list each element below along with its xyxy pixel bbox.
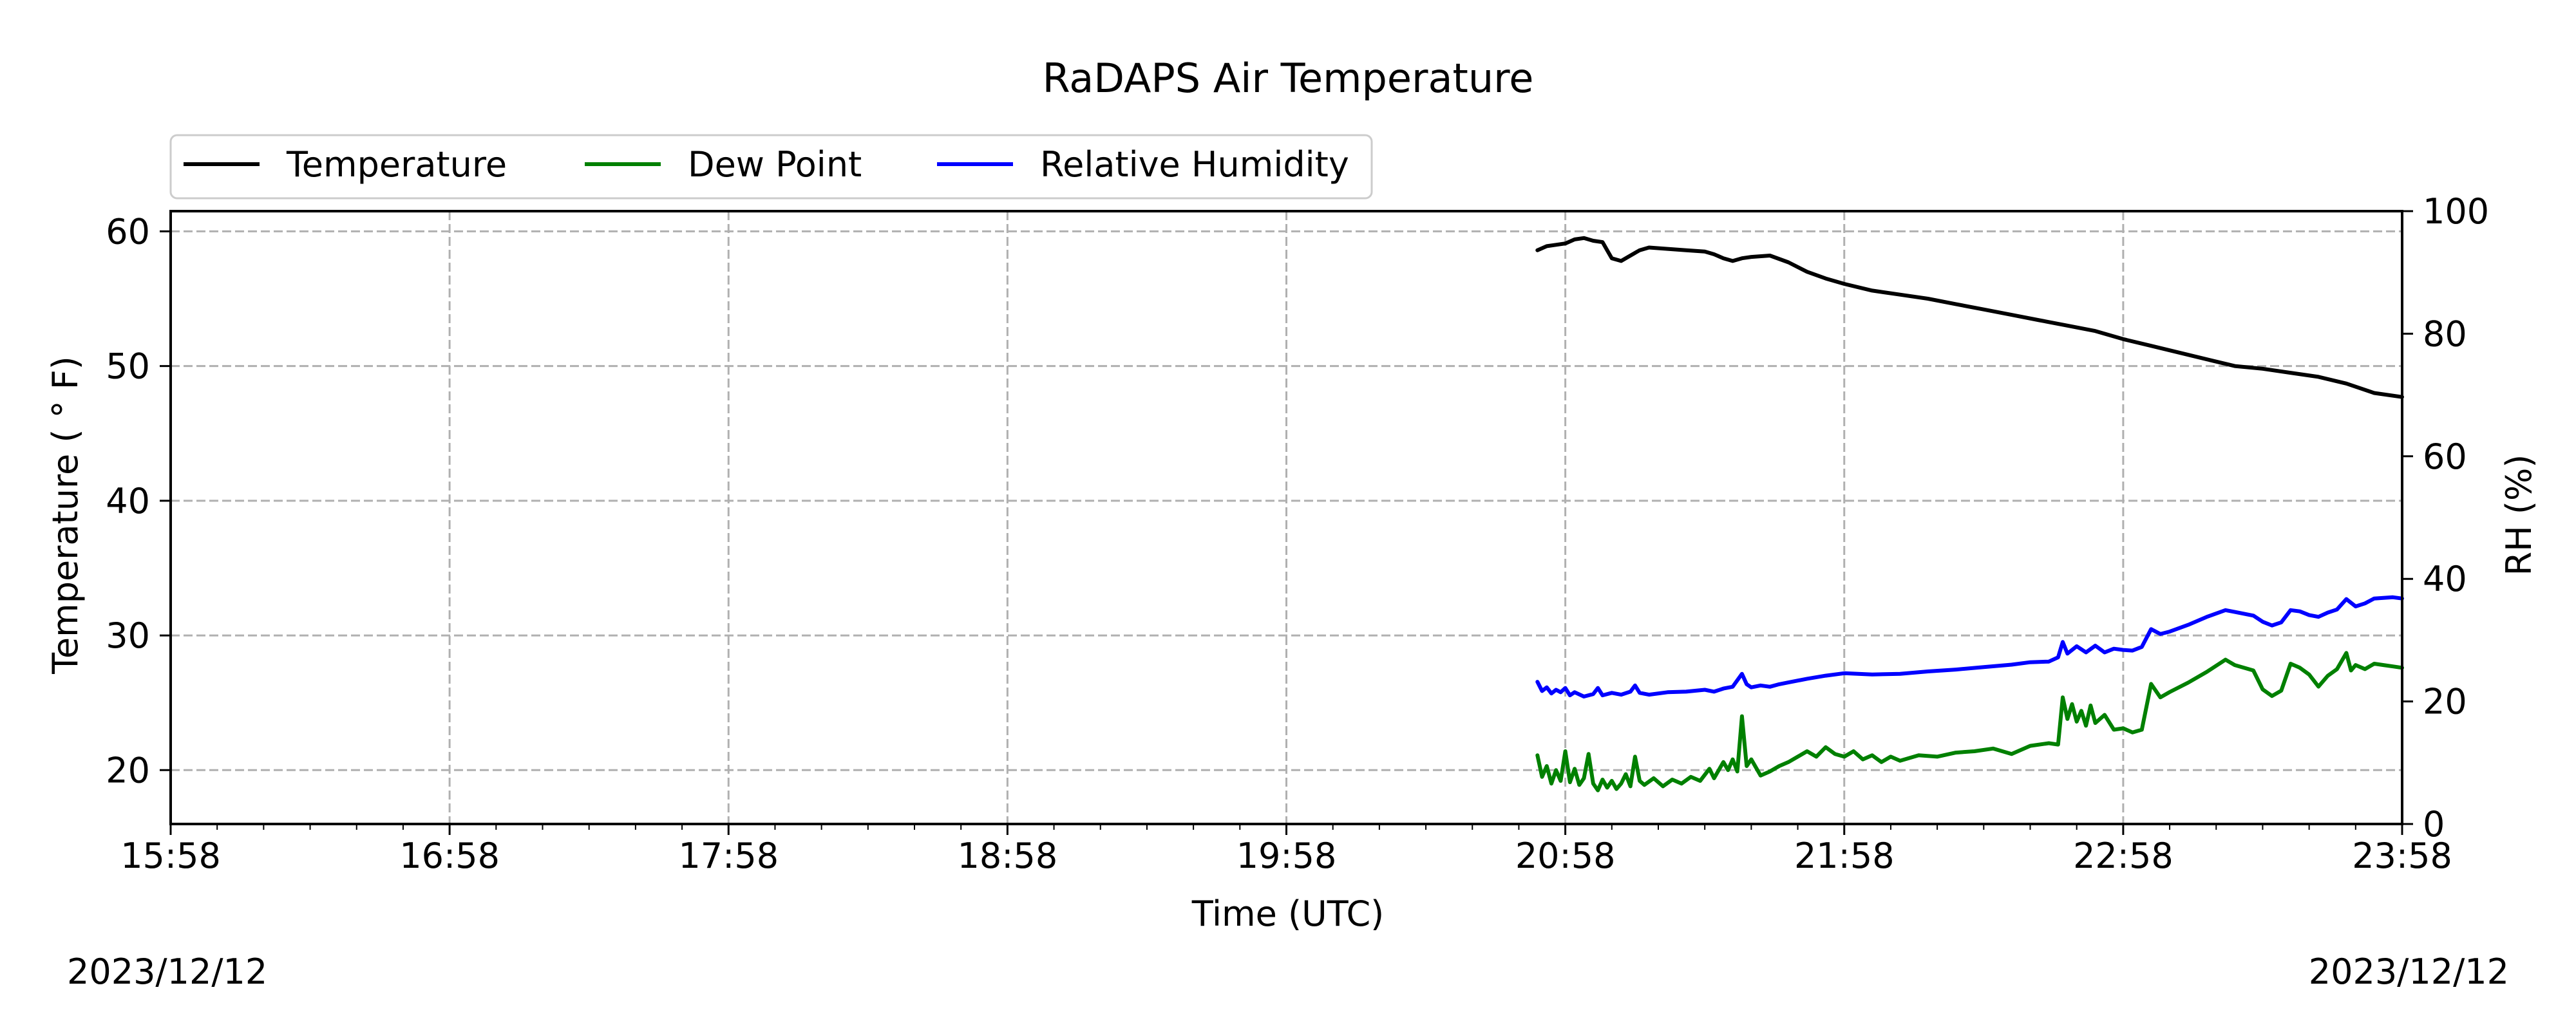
y2-tick-label: 100 [2423,191,2489,232]
axes: 15:58 16:58 17:58 18:58 19:58 20:58 21:58 22:58… [106,191,2489,876]
date-left-label: 2023/12/12 [67,951,267,992]
y-tick-label: 60 [106,211,150,252]
legend-box [169,134,1373,200]
y2-tick-label: 60 [2423,436,2467,477]
legend-label-dew-point: Dew Point [688,144,862,185]
series-line-temperature [1535,236,2404,399]
y-axis-label: Temperature ( ° F) [45,356,86,675]
y-tick-label: 40 [106,481,150,521]
series-line-relative-humidity [1535,595,2404,698]
legend-label-relative-humidity: Relative Humidity [1040,144,1349,185]
x-axis-label: Time (UTC) [1191,894,1385,934]
y2-axis-label: RH (%) [2499,454,2539,576]
x-tick-label: 18:58 [958,836,1058,876]
x-tick-label: 23:58 [2352,836,2452,876]
x-tick-label: 17:58 [678,836,779,876]
x-tick-label: 15:58 [120,836,221,876]
y2-tick-label: 0 [2423,804,2445,845]
x-tick-label: 19:58 [1236,836,1337,876]
y2-tick-label: 80 [2423,314,2467,354]
y-tick-label: 30 [106,615,150,656]
x-tick-label: 16:58 [399,836,500,876]
y-tick-label: 20 [106,750,150,791]
x-tick-label: 21:58 [1794,836,1895,876]
chart-title: RaDAPS Air Temperature [1043,55,1534,102]
x-tick-label: 20:58 [1515,836,1616,876]
legend-label-temperature: Temperature [286,144,507,185]
y-tick-label: 50 [106,346,150,387]
series-line-dew-point [1535,651,2404,792]
legend: Temperature Dew Point Relative Humidity [169,134,1373,200]
x-tick-label: 22:58 [2073,836,2174,876]
y2-tick-label: 40 [2423,559,2467,599]
date-right-label: 2023/12/12 [2309,951,2509,992]
y2-tick-label: 20 [2423,682,2467,722]
series-lines [1535,236,2404,792]
